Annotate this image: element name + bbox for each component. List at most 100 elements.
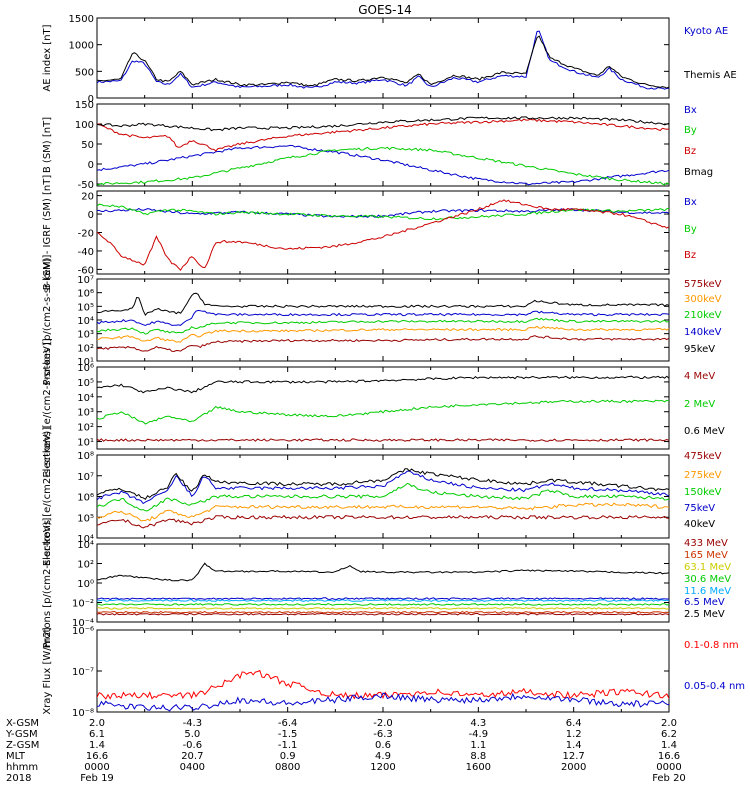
y-tick-label: 10⁴ [77,534,94,545]
x-axis-value: -4.9 [469,729,489,740]
x-axis-row-label: X-GSM [6,718,39,729]
legend-entry: 30.6 MeV [684,574,731,585]
legend-entry: By [684,125,697,136]
y-axis-label: B (SM) - IGRF (SM) [nT] [42,175,53,291]
series-line-75kev [97,470,669,505]
y-tick-label: 10⁻² [72,599,94,610]
x-axis-value: 1200 [370,762,395,773]
panel-frame [96,629,670,713]
legend-entry: 11.6 MeV [684,586,731,597]
x-axis-value: -6.4 [278,718,298,729]
series-line-bx [97,144,669,186]
series-line-by [97,203,669,221]
x-axis-value: 4.9 [375,751,391,762]
x-axis-value: 1.4 [89,740,105,751]
x-axis-value: 0.9 [280,751,296,762]
legend-entry: 2.5 MeV [684,609,725,620]
x-axis-value: 0800 [275,762,300,773]
x-axis-value: -0.6 [183,740,203,751]
y-tick-label: 10⁻⁴ [72,618,94,629]
y-tick-label: 10⁸ [77,451,94,462]
y-tick-label: 10⁴ [77,540,94,551]
y-axis-label: Protons [p/(cm2-s-sr-keV)] [42,255,53,386]
x-axis-value: 6.1 [89,729,105,740]
x-axis-value: 2.0 [89,718,105,729]
legend-entry: 0.6 MeV [684,426,725,437]
x-axis-value: 1.4 [566,740,582,751]
x-axis-row-label: Z-GSM [6,740,39,751]
panel-6: 10⁴ 10⁵ 10⁶ 10⁷ 10⁸ Electrons [e/(cm2-s-sr-ke… [42,427,722,566]
series-line-300kev [97,325,669,343]
y-tick-label: -20 [78,229,94,240]
x-axis-row-label: MLT [6,751,26,762]
series-line-0-1-0-8-nm [97,669,669,700]
series-line-6-5-mev [97,597,669,600]
y-tick-label: 0 [88,160,94,171]
panel-frame [96,366,670,450]
x-axis-value: -1.5 [278,729,298,740]
y-tick-label: 0 [88,210,94,221]
legend-entry: 575keV [684,279,722,290]
legend-entry: 475keV [684,451,722,462]
y-tick-label: 10² [77,343,94,354]
y-tick-label: 10⁻⁸ [72,708,94,719]
y-tick-label: 10⁻⁷ [72,667,94,678]
y-tick-label: 10⁴ [77,393,94,404]
y-tick-label: 1500 [69,14,94,25]
panel-3: -60 -40 -20 0 20 B (SM) - IGRF (SM) [nT] Bx By B… [42,175,697,291]
series-line-140kev [97,309,669,327]
x-axis-value: Feb 19 [80,773,114,784]
series-line-themis-ae [97,35,669,89]
x-axis-value: 1.4 [661,740,677,751]
series-line-0-05-0-4-nm [97,692,669,712]
x-axis-value: -2.0 [373,718,393,729]
x-axis-value: 1.2 [566,729,582,740]
x-axis-value: 4.3 [470,718,486,729]
legend-entry: 275keV [684,470,722,481]
legend-entry: 95keV [684,344,715,355]
plot-title: GOES-14 [358,3,412,17]
x-axis-value: 6.2 [661,729,677,740]
legend-entry: 150keV [684,487,722,498]
x-axis-value: -1.1 [278,740,298,751]
y-tick-label: 10⁴ [77,316,94,327]
y-tick-label: 20 [81,192,94,203]
x-axis-value: -4.3 [183,718,203,729]
legend-entry: Bz [684,146,696,157]
y-tick-label: 100 [75,120,94,131]
y-tick-label: 10¹ [77,438,94,449]
y-tick-label: 150 [75,100,94,111]
y-tick-label: 1000 [69,41,94,52]
y-tick-label: 10⁵ [77,378,94,389]
panel-frame [96,17,670,99]
panel-8: 10⁻⁸ 10⁻⁷ 10⁻⁶ Xray Flux [W/m2] 0.1-0.8 nm 0.… [42,626,745,719]
x-axis-value: 8.8 [470,751,486,762]
panel-frame [96,278,670,362]
y-tick-label: 0 [88,94,94,105]
legend-entry: 2 MeV [684,399,715,410]
series-line-by [97,146,669,186]
x-axis-value: -6.3 [373,729,393,740]
series-line-165-mev [97,610,669,614]
series-line-210kev [97,317,669,335]
x-axis-value: 1600 [466,762,491,773]
legend-entry: By [684,224,697,235]
legend-entry: Bz [684,250,696,261]
series-line-575kev [97,335,669,353]
series-line-11-6-mev [97,599,669,602]
panel-frame [96,543,670,623]
y-axis-label: Electrons [e/(cm2-s-sr-keV)] [42,427,53,566]
series-line-150kev [97,482,669,512]
x-axis-value: 16.6 [86,751,108,762]
y-tick-label: -60 [78,265,94,276]
y-tick-label: 50 [81,140,94,151]
x-axis-value: 0000 [84,762,109,773]
y-tick-label: 10² [77,423,94,434]
legend-entry: 0.05-0.4 nm [684,681,745,692]
x-axis-value: 2.0 [661,718,677,729]
y-tick-label: 500 [75,67,94,78]
y-tick-label: -40 [78,247,94,258]
x-axis-value: 1.1 [470,740,486,751]
panel-5: 10¹ 10² 10³ 10⁴ 10⁵ 10⁶ Electrons [e/(cm2-s-sr… [42,338,725,477]
legend-entry: 140keV [684,327,722,338]
